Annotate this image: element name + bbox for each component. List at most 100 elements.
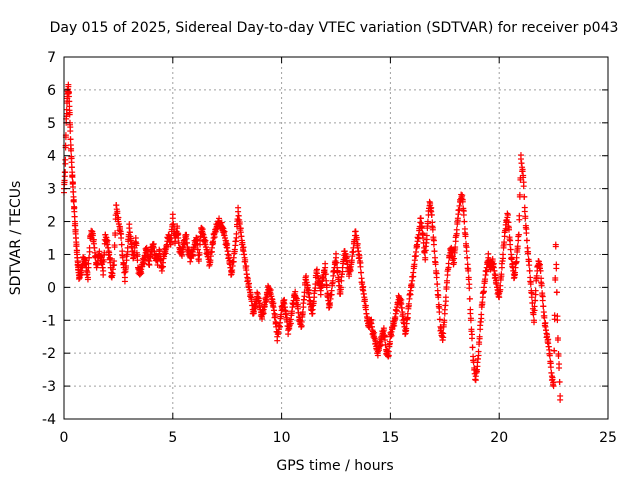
data-point	[299, 311, 306, 318]
data-point	[240, 244, 247, 251]
data-point	[489, 256, 496, 263]
data-point	[112, 232, 119, 239]
data-point	[459, 196, 466, 203]
data-point	[350, 248, 357, 255]
data-point	[490, 260, 497, 267]
data-point	[452, 246, 459, 253]
data-point	[298, 322, 305, 329]
data-point	[207, 259, 214, 266]
y-tick-label: -4	[42, 412, 56, 428]
y-tick-label: -2	[42, 346, 56, 362]
data-point	[429, 224, 436, 231]
data-point	[317, 291, 324, 298]
data-point	[479, 301, 486, 308]
y-tick-label: 7	[47, 50, 56, 66]
data-point	[256, 300, 263, 307]
data-point	[124, 248, 131, 255]
data-point	[233, 234, 240, 241]
data-point	[441, 319, 448, 326]
data-point	[61, 179, 68, 186]
data-point	[410, 273, 417, 280]
data-point	[472, 377, 479, 384]
data-point	[465, 265, 472, 272]
data-point	[528, 290, 535, 297]
data-point	[436, 316, 443, 323]
data-point	[281, 296, 288, 303]
data-point	[374, 352, 381, 359]
data-point	[553, 261, 560, 268]
data-point	[121, 278, 128, 285]
data-point	[532, 297, 539, 304]
data-point	[398, 296, 405, 303]
data-point	[235, 204, 242, 211]
data-point	[469, 344, 476, 351]
data-point	[526, 267, 533, 274]
data-point	[539, 293, 546, 300]
data-point	[362, 302, 369, 309]
data-point	[549, 374, 556, 381]
data-point	[526, 258, 533, 265]
data-point	[140, 260, 147, 267]
data-point	[418, 223, 425, 230]
data-point	[440, 334, 447, 341]
data-point	[260, 310, 267, 317]
y-tick-label: 3	[47, 182, 56, 198]
data-point	[523, 226, 530, 233]
data-point	[288, 310, 295, 317]
data-point	[62, 160, 69, 167]
data-series	[61, 81, 564, 403]
data-point	[154, 261, 161, 268]
data-point	[111, 261, 118, 268]
data-point	[115, 214, 122, 221]
data-point	[72, 220, 79, 227]
data-point	[69, 172, 76, 179]
data-point	[146, 261, 153, 268]
data-point	[553, 289, 560, 296]
data-point	[109, 272, 116, 279]
data-point	[84, 269, 91, 276]
data-point	[435, 292, 442, 299]
data-point	[359, 279, 366, 286]
data-point	[480, 288, 487, 295]
data-point	[462, 231, 469, 238]
data-point	[243, 263, 250, 270]
data-point	[386, 340, 393, 347]
y-tick-label: -1	[42, 313, 56, 329]
data-point	[380, 325, 387, 332]
data-point	[485, 250, 492, 257]
data-point	[242, 256, 249, 263]
data-point	[248, 294, 255, 301]
data-point	[436, 305, 443, 312]
data-point	[348, 259, 355, 266]
data-point	[550, 379, 557, 386]
data-point	[388, 332, 395, 339]
data-point	[133, 240, 140, 247]
data-point	[428, 211, 435, 218]
data-point	[414, 243, 421, 250]
data-point	[428, 204, 435, 211]
data-point	[556, 378, 563, 385]
data-point	[391, 322, 398, 329]
data-point	[74, 247, 81, 254]
data-point	[134, 253, 141, 260]
data-point	[62, 169, 69, 176]
data-point	[65, 81, 72, 88]
data-point	[313, 266, 320, 273]
data-point	[354, 240, 361, 247]
data-point	[328, 291, 335, 298]
data-point	[208, 248, 215, 255]
data-point	[276, 323, 283, 330]
data-point	[67, 124, 74, 131]
data-point	[69, 180, 76, 187]
data-point	[82, 257, 89, 264]
data-point	[67, 136, 74, 143]
data-point	[403, 327, 410, 334]
data-point	[552, 274, 559, 281]
x-tick-label: 20	[490, 430, 508, 446]
data-point	[186, 247, 193, 254]
data-point	[71, 204, 78, 211]
data-point	[405, 302, 412, 309]
data-point	[310, 300, 317, 307]
data-point	[404, 314, 411, 321]
data-point	[322, 260, 329, 267]
